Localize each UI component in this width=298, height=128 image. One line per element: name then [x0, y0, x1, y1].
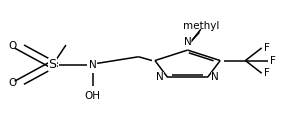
- Text: OH: OH: [85, 91, 101, 101]
- Text: N: N: [184, 37, 191, 47]
- Text: O: O: [8, 41, 16, 51]
- Text: O: O: [8, 78, 16, 88]
- Text: N: N: [156, 72, 164, 82]
- Text: S: S: [49, 58, 57, 71]
- Text: F: F: [264, 68, 270, 78]
- Text: F: F: [270, 56, 276, 66]
- Text: F: F: [264, 43, 270, 53]
- Text: N: N: [211, 72, 219, 82]
- Text: methyl: methyl: [183, 21, 219, 31]
- Text: N: N: [89, 60, 97, 70]
